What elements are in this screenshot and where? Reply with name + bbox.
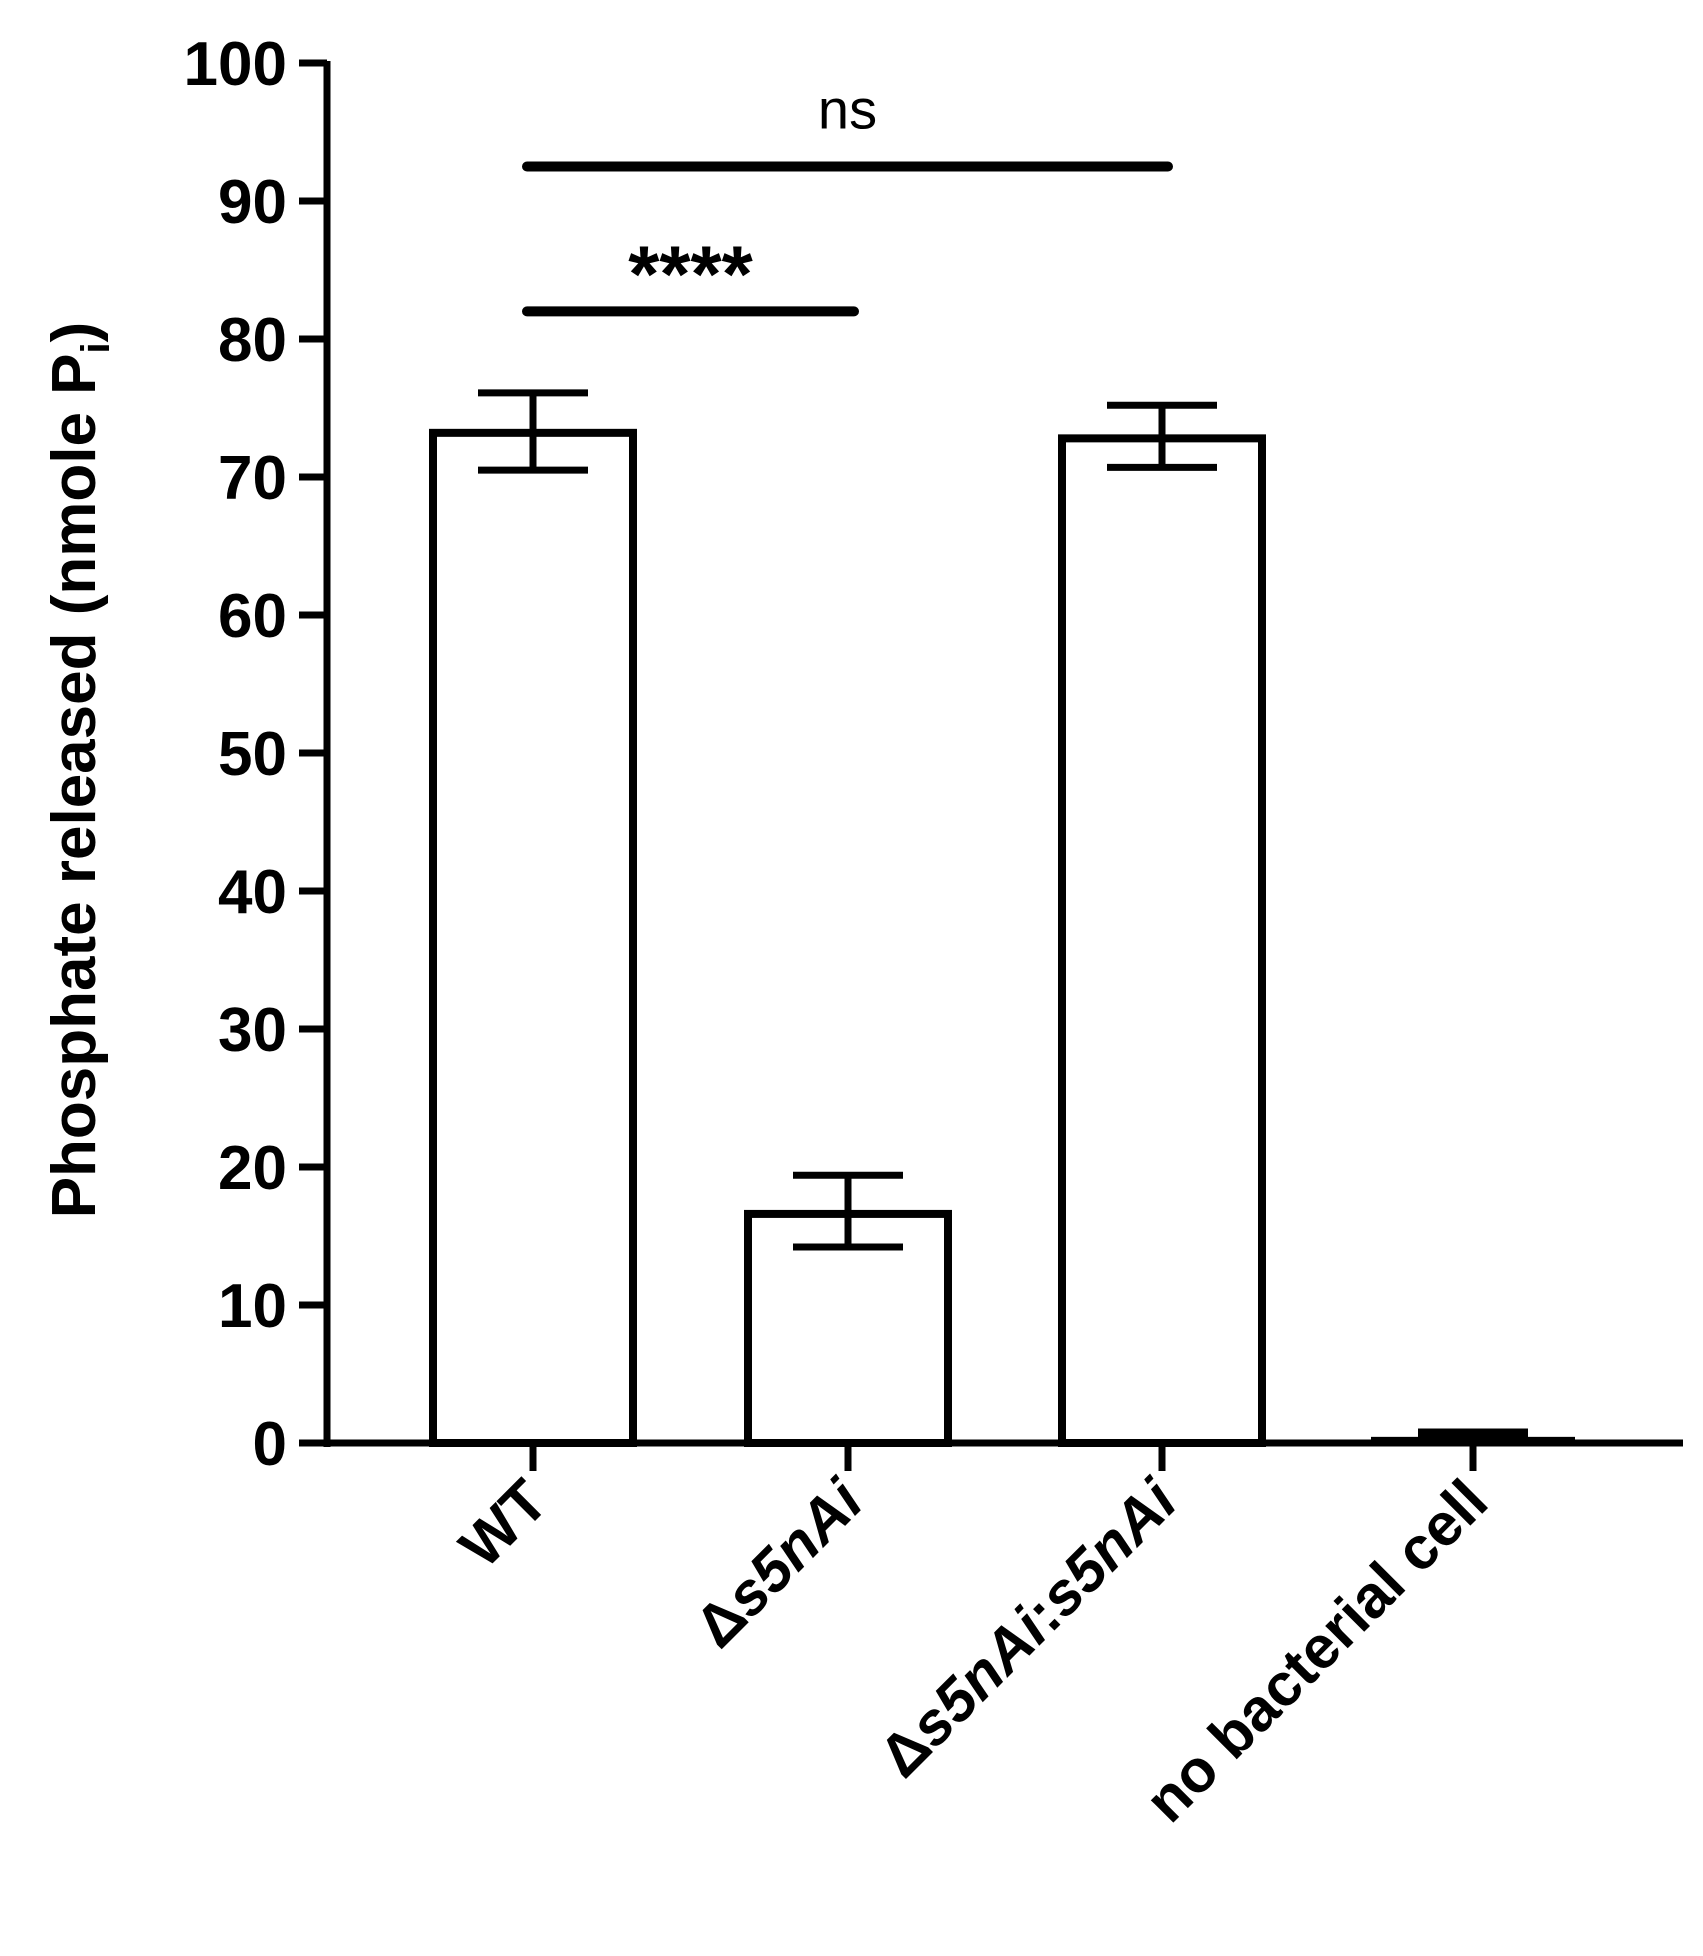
bar-2 (744, 1209, 952, 1448)
error-bars-layer (478, 389, 1528, 1443)
x-category-label-2: Δs5nAi (682, 1466, 876, 1660)
svg-text:Phosphate released (nmole Pi): Phosphate released (nmole Pi) (40, 322, 118, 1219)
error-bar-2 (793, 1171, 903, 1251)
significance-label-2: ns (818, 78, 877, 141)
y-axis-title-close: ) (40, 322, 109, 343)
category-suffix: WT (447, 1467, 560, 1580)
y-axis-title-main: Phosphate released (nmole P (40, 353, 109, 1218)
bar-1 (429, 428, 637, 1447)
significance-layer: **** ns (522, 78, 1173, 318)
bars-layer (429, 428, 1575, 1448)
x-category-label-3: Δs5nAi:s5nAi (866, 1466, 1190, 1790)
error-bar-3 (1107, 401, 1217, 471)
y-tick-label: 100 (184, 30, 287, 99)
y-axis-title: Phosphate released (nmole Pi) (40, 322, 118, 1219)
category-italic-2: s5nAi (1026, 1466, 1190, 1630)
labels-layer: 0 10 20 30 40 50 60 70 80 90 100 WT Δs5nAiΔs5nAi:s5n… (184, 30, 1501, 1835)
y-tick-label: 90 (218, 168, 287, 237)
y-tick-label: 60 (218, 582, 287, 651)
bar-3 (1058, 434, 1266, 1447)
axes-layer (299, 59, 1683, 1471)
y-tick-label: 40 (218, 858, 287, 927)
x-category-label-1: WT (447, 1467, 560, 1580)
y-axis-title-subscript: i (74, 342, 118, 353)
y-tick-label: 30 (218, 996, 287, 1065)
y-tick-label: 70 (218, 444, 287, 513)
error-bar-1 (478, 389, 588, 474)
y-tick-label: 20 (218, 1134, 287, 1203)
x-category-label-4: no bacterial cell (1132, 1467, 1500, 1835)
y-tick-label: 80 (218, 306, 287, 375)
y-tick-label: 0 (253, 1410, 287, 1479)
y-tick-label: 50 (218, 720, 287, 789)
y-tick-label: 10 (218, 1272, 287, 1341)
category-italic: s5nAi (712, 1466, 876, 1630)
significance-label-1: **** (628, 229, 753, 318)
category-suffix: no bacterial cell (1132, 1467, 1500, 1835)
error-bar-4 (1418, 1428, 1528, 1443)
